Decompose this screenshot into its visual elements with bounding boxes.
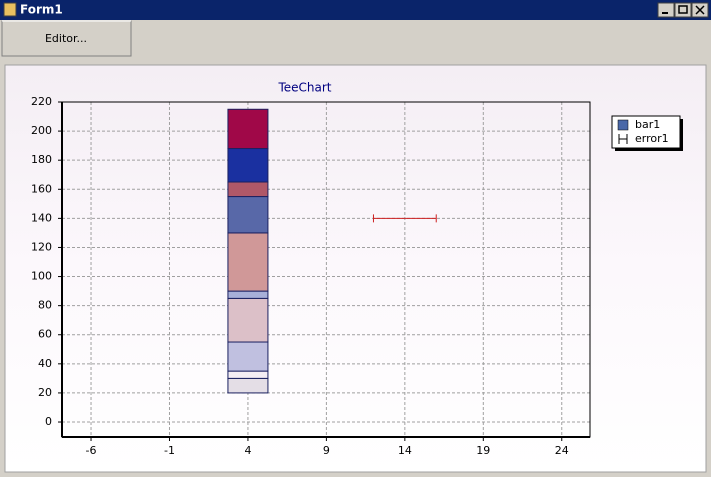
y-tick-label: 40	[38, 357, 52, 370]
window-title: Form1	[20, 3, 63, 17]
bar-segment	[227, 108, 269, 150]
editor-button-label: Editor...	[45, 32, 87, 45]
bar-segment	[227, 290, 269, 299]
legend-label: bar1	[635, 118, 660, 131]
minimize-button[interactable]	[657, 2, 675, 18]
maximize-button[interactable]	[674, 2, 692, 18]
y-tick-label: 180	[31, 153, 52, 166]
x-tick-label: -1	[164, 444, 175, 457]
y-tick-label: 160	[31, 182, 52, 195]
y-tick-label: 200	[31, 124, 52, 137]
y-tick-label: 140	[31, 211, 52, 224]
y-tick-label: 20	[38, 386, 52, 399]
y-tick-label: 60	[38, 328, 52, 341]
bar-segment	[227, 196, 269, 234]
y-tick-label: 220	[31, 95, 52, 108]
bar-segment	[227, 232, 269, 292]
x-tick-label: 9	[323, 444, 330, 457]
chart: 0 20 40 60 80 100 120 140 160 180 200 220 -6 -1 4 9 14 19…	[31, 95, 683, 457]
x-tick-label: 19	[476, 444, 490, 457]
bar-segment	[227, 341, 269, 372]
error-bar	[372, 214, 437, 223]
title-bar	[0, 0, 711, 20]
legend-symbol	[618, 134, 628, 144]
window-controls	[657, 2, 709, 18]
maximize-icon	[678, 5, 688, 14]
bar-segment	[227, 370, 269, 379]
legend-swatch	[617, 119, 629, 131]
y-tick-label: 0	[45, 415, 52, 428]
x-tick-label: 4	[244, 444, 251, 457]
chart-title: TeeChart	[277, 81, 331, 95]
legend-label: error1	[635, 132, 669, 145]
editor-button[interactable]	[1, 20, 132, 57]
x-tick-label: 24	[555, 444, 569, 457]
x-tick-label: -6	[86, 444, 97, 457]
app-icon	[3, 2, 17, 17]
y-tick-label: 120	[31, 240, 52, 253]
bar-segment	[227, 377, 269, 394]
bar-segment	[227, 181, 269, 198]
y-tick-label: 80	[38, 299, 52, 312]
chart-panel	[4, 64, 707, 473]
bar-segment	[227, 297, 269, 343]
close-icon	[695, 5, 705, 15]
bar-segment	[227, 148, 269, 183]
y-tick-label: 100	[31, 270, 52, 283]
x-tick-label: 14	[398, 444, 412, 457]
